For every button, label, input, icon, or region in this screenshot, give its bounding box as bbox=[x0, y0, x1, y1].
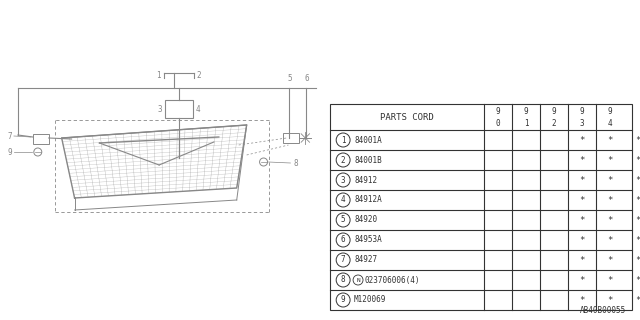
Text: 023706006(4): 023706006(4) bbox=[364, 276, 419, 284]
Text: 84912A: 84912A bbox=[354, 196, 382, 204]
Text: M120069: M120069 bbox=[354, 295, 387, 305]
Text: PARTS CORD: PARTS CORD bbox=[380, 113, 434, 122]
Text: N: N bbox=[356, 277, 360, 283]
Text: 8: 8 bbox=[293, 158, 298, 167]
Text: *: * bbox=[635, 276, 640, 284]
Text: 2: 2 bbox=[341, 156, 346, 164]
Text: *: * bbox=[607, 295, 612, 305]
Text: 7: 7 bbox=[341, 255, 346, 265]
Text: *: * bbox=[579, 255, 584, 265]
Text: *: * bbox=[607, 135, 612, 145]
Text: 84953A: 84953A bbox=[354, 236, 382, 244]
Text: 4: 4 bbox=[196, 105, 200, 114]
Text: 1: 1 bbox=[524, 118, 529, 127]
Text: *: * bbox=[635, 295, 640, 305]
Text: *: * bbox=[607, 215, 612, 225]
Text: 9: 9 bbox=[8, 148, 12, 156]
Text: 6: 6 bbox=[304, 74, 308, 83]
Text: *: * bbox=[607, 236, 612, 244]
Text: 9: 9 bbox=[552, 107, 556, 116]
Text: 2: 2 bbox=[197, 70, 202, 79]
Bar bbox=[284, 133, 300, 143]
Text: *: * bbox=[607, 276, 612, 284]
Text: *: * bbox=[607, 196, 612, 204]
Text: 6: 6 bbox=[341, 236, 346, 244]
Text: *: * bbox=[635, 236, 640, 244]
Text: *: * bbox=[579, 236, 584, 244]
Text: *: * bbox=[579, 135, 584, 145]
Text: *: * bbox=[635, 156, 640, 164]
Text: *: * bbox=[579, 196, 584, 204]
Text: 5: 5 bbox=[287, 74, 292, 83]
Text: 1: 1 bbox=[341, 135, 346, 145]
Text: *: * bbox=[635, 255, 640, 265]
Text: 3: 3 bbox=[341, 175, 346, 185]
Text: 84912: 84912 bbox=[354, 175, 377, 185]
Text: 84001B: 84001B bbox=[354, 156, 382, 164]
Text: 9: 9 bbox=[496, 107, 500, 116]
Text: 9: 9 bbox=[580, 107, 584, 116]
Text: *: * bbox=[607, 175, 612, 185]
Text: *: * bbox=[579, 295, 584, 305]
Text: 3: 3 bbox=[580, 118, 584, 127]
Text: 84001A: 84001A bbox=[354, 135, 382, 145]
Text: 5: 5 bbox=[341, 215, 346, 225]
Text: AB40B00055: AB40B00055 bbox=[580, 306, 627, 315]
Text: *: * bbox=[635, 175, 640, 185]
Text: 4: 4 bbox=[607, 118, 612, 127]
Bar bbox=[330, 104, 632, 310]
Bar bbox=[33, 134, 49, 144]
Text: *: * bbox=[579, 175, 584, 185]
Text: *: * bbox=[579, 215, 584, 225]
Text: 4: 4 bbox=[341, 196, 346, 204]
Text: 7: 7 bbox=[8, 132, 12, 140]
Bar bbox=[165, 100, 193, 118]
Text: 9: 9 bbox=[341, 295, 346, 305]
Text: 0: 0 bbox=[496, 118, 500, 127]
Text: *: * bbox=[607, 156, 612, 164]
Text: 1: 1 bbox=[157, 70, 161, 79]
Text: 84920: 84920 bbox=[354, 215, 377, 225]
Text: 8: 8 bbox=[341, 276, 346, 284]
Text: 84927: 84927 bbox=[354, 255, 377, 265]
Text: *: * bbox=[579, 276, 584, 284]
Text: 9: 9 bbox=[607, 107, 612, 116]
Text: 3: 3 bbox=[157, 105, 162, 114]
Text: *: * bbox=[579, 156, 584, 164]
Text: *: * bbox=[635, 196, 640, 204]
Text: *: * bbox=[635, 215, 640, 225]
Text: 2: 2 bbox=[552, 118, 556, 127]
Text: *: * bbox=[607, 255, 612, 265]
Text: *: * bbox=[635, 135, 640, 145]
Text: 9: 9 bbox=[524, 107, 529, 116]
